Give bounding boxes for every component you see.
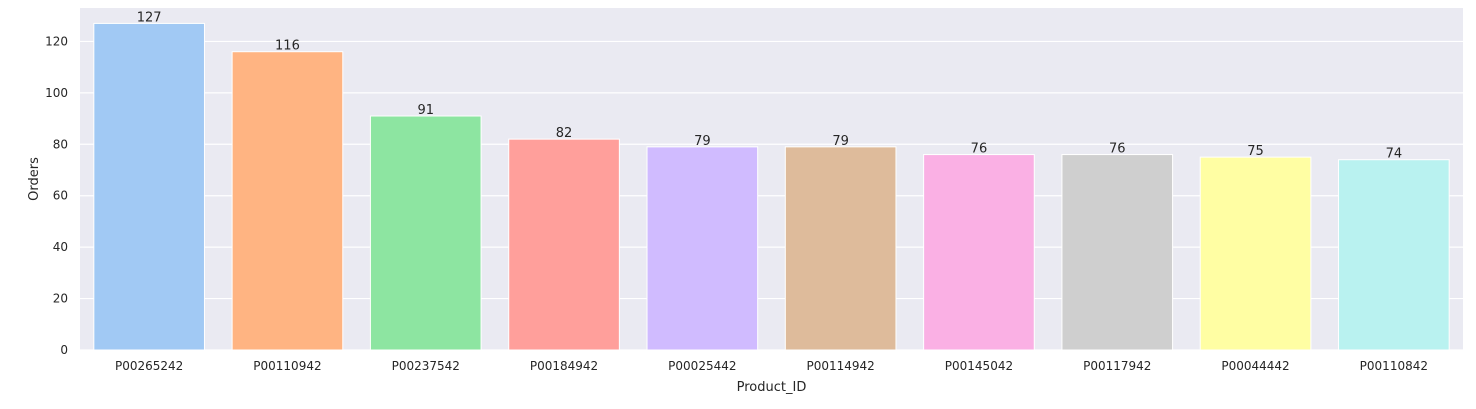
- x-tick-label: P00025442: [668, 359, 736, 373]
- x-tick-label: P00237542: [392, 359, 460, 373]
- x-tick-label: P00044442: [1221, 359, 1289, 373]
- y-tick-label: 120: [45, 34, 68, 48]
- y-tick-label: 60: [53, 189, 68, 203]
- bar-value-label: 79: [832, 134, 849, 149]
- bar-value-label: 127: [137, 10, 162, 25]
- x-tick-label: P00265242: [115, 359, 183, 373]
- y-tick-label: 80: [53, 137, 68, 151]
- bar: [93, 22, 205, 351]
- x-axis-title: Product_ID: [737, 380, 807, 395]
- bar: [231, 51, 344, 351]
- bar: [508, 138, 620, 351]
- bar-value-label: 74: [1386, 147, 1403, 162]
- bar-value-label: 76: [971, 142, 988, 157]
- bar-value-label: 116: [275, 39, 300, 54]
- bar-value-label: 75: [1247, 144, 1264, 159]
- y-axis-title: Orders: [27, 157, 42, 201]
- bar: [1338, 159, 1450, 351]
- y-tick-label: 0: [60, 343, 68, 357]
- x-tick-label: P00110942: [253, 359, 321, 373]
- bar-value-label: 82: [556, 126, 573, 141]
- x-tick-labels: P00265242 P00110942 P00237542 P00184942 P000…: [115, 359, 1428, 373]
- bar-value-label: 79: [694, 134, 711, 149]
- bar: [784, 146, 897, 351]
- y-tick-labels: 0 20 40 60 80 100 120: [45, 34, 68, 357]
- x-tick-label: P00114942: [806, 359, 874, 373]
- bar: [1061, 154, 1174, 351]
- x-tick-label: P00117942: [1083, 359, 1151, 373]
- bar: [1199, 156, 1312, 351]
- bar: [923, 154, 1035, 351]
- y-tick-label: 20: [53, 292, 68, 306]
- bar: [369, 115, 482, 351]
- x-tick-label: P00145042: [945, 359, 1013, 373]
- y-tick-label: 100: [45, 86, 68, 100]
- bar-value-label: 91: [417, 103, 434, 118]
- x-tick-label: P00110842: [1360, 359, 1428, 373]
- y-tick-label: 40: [53, 240, 68, 254]
- x-tick-label: P00184942: [530, 359, 598, 373]
- bar: [646, 146, 759, 351]
- bars: [93, 22, 1450, 351]
- bar-value-label: 76: [1109, 142, 1126, 157]
- data-labels: 127 116 91 82 79 79 76 76 75 74: [137, 10, 1402, 161]
